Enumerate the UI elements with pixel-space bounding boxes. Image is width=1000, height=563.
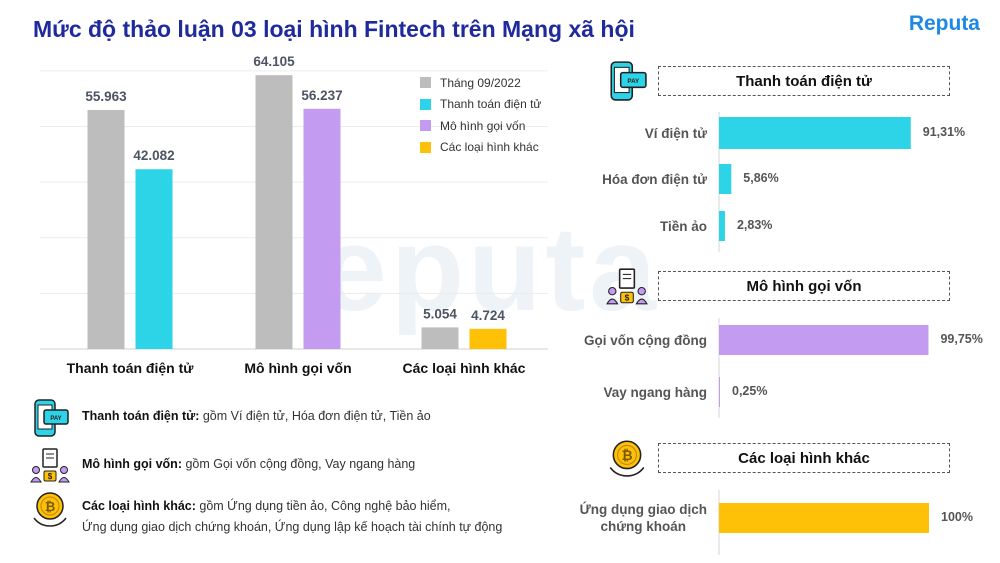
legend-swatch <box>420 98 431 110</box>
definition-term: Thanh toán điện tử: <box>82 409 200 423</box>
legend-label: Tháng 09/2022 <box>440 75 521 90</box>
definition-desc: gồm Ví điện tử, Hóa đơn điện tử, Tiền ảo <box>199 409 431 423</box>
panel-title-payment: Thanh toán điện tử <box>658 66 950 96</box>
legend-label: Các loại hình khác <box>440 140 539 155</box>
bar-value-label: 42.082 <box>133 148 174 163</box>
bar-value-label: 5.054 <box>423 306 457 321</box>
legend-label: Mô hình gọi vốn <box>440 118 526 133</box>
hbar-category-label: Ví điện tử <box>644 125 707 141</box>
definition-payment: PAY Thanh toán điện tử: gồm Ví điện tử, … <box>30 398 431 438</box>
svg-text:₿: ₿ <box>621 448 632 463</box>
payment-phone-icon: PAY <box>34 399 69 437</box>
hbar-category-label: Vay ngang hàng <box>603 384 707 400</box>
hbar-value-label: 0,25% <box>732 384 768 398</box>
hbar-1-2 <box>719 211 725 241</box>
definition-term: Mô hình gọi vốn: <box>82 457 182 471</box>
bar-value-label: 56.237 <box>301 88 342 103</box>
bar-color-2 <box>469 328 507 349</box>
legend-item: Mô hình gọi vốn <box>420 115 541 137</box>
crowdfunding-people-icon: $ <box>606 268 648 305</box>
hbar-category-label: Tiền ảo <box>659 218 707 234</box>
page-title: Mức độ thảo luận 03 loại hình Fintech tr… <box>33 16 635 42</box>
bar-value-label: 55.963 <box>85 89 127 104</box>
panel-title-crowdfunding: Mô hình gọi vốn <box>658 271 950 301</box>
definition-desc: gồm Gọi vốn cộng đồng, Vay ngang hàng <box>181 457 416 471</box>
category-label: Thanh toán điện tử <box>67 360 195 376</box>
hbar-value-label: 100% <box>941 510 973 524</box>
hbar-category-label: Hóa đơn điện tử <box>602 171 707 187</box>
definition-desc: gồm Ứng dụng tiền ảo, Công nghệ bảo hiểm… <box>195 499 451 513</box>
category-label: Mô hình gọi vốn <box>244 360 351 376</box>
definition-other: ₿ Các loại hình khác: gồm Ứng dụng tiền … <box>30 488 502 538</box>
crowdfunding-people-icon: $ <box>30 448 70 483</box>
svg-text:$: $ <box>625 293 630 303</box>
hbar-2-1 <box>719 377 720 407</box>
hbar-value-label: 5,86% <box>743 171 779 185</box>
definition-crowdfunding: $ Mô hình gọi vốn: gồm Gọi vốn cộng đồng… <box>30 446 415 486</box>
hbar-value-label: 91,31% <box>922 125 966 139</box>
legend-item: Tháng 09/2022 <box>420 72 541 94</box>
hbar-3-0 <box>719 503 929 533</box>
category-label: Các loại hình khác <box>403 360 526 376</box>
payment-phone-icon: PAY <box>610 61 647 101</box>
hbar-1-0 <box>719 117 911 149</box>
legend-swatch <box>420 120 431 132</box>
definition-term: Các loại hình khác: <box>82 499 196 513</box>
svg-text:₿: ₿ <box>45 499 56 514</box>
legend-label: Thanh toán điện tử <box>440 97 542 112</box>
legend-item: Thanh toán điện tử <box>420 94 541 116</box>
hbar-value-label: 99,75% <box>940 332 983 346</box>
definition-desc-continued: Ứng dụng giao dịch chứng khoán, Ứng dụng… <box>82 520 503 534</box>
legend-item: Các loại hình khác <box>420 137 541 159</box>
legend-swatch <box>420 141 431 153</box>
hbar-2-0 <box>719 325 929 355</box>
bar-value-label: 64.105 <box>253 54 295 69</box>
hbar-category-label: Gọi vốn cộng đồng <box>584 332 707 348</box>
chart-legend: Tháng 09/2022 Thanh toán điện tử Mô hình g… <box>420 72 541 158</box>
svg-text:PAY: PAY <box>50 416 61 422</box>
bar-gray-0 <box>87 109 125 350</box>
panel-title-other: Các loại hình khác <box>658 443 950 473</box>
reputa-watermark: eputa <box>320 202 661 336</box>
svg-text:$: $ <box>48 472 53 481</box>
svg-text:PAY: PAY <box>627 78 640 85</box>
legend-swatch <box>420 77 431 89</box>
bar-color-1 <box>303 108 341 349</box>
bar-value-label: 4.724 <box>471 308 505 323</box>
bitcoin-coin-icon: ₿ <box>609 440 645 477</box>
hbar-value-label: 2,83% <box>736 218 773 232</box>
bitcoin-coin-icon: ₿ <box>33 492 67 527</box>
bar-color-0 <box>135 169 173 349</box>
bar-gray-2 <box>421 327 459 349</box>
hbar-category-label: Ứng dụng giao dịch chứng khoán <box>579 502 707 534</box>
reputa-logo: Reputa <box>908 12 980 35</box>
hbar-1-1 <box>719 164 732 194</box>
bar-gray-1 <box>255 75 293 350</box>
